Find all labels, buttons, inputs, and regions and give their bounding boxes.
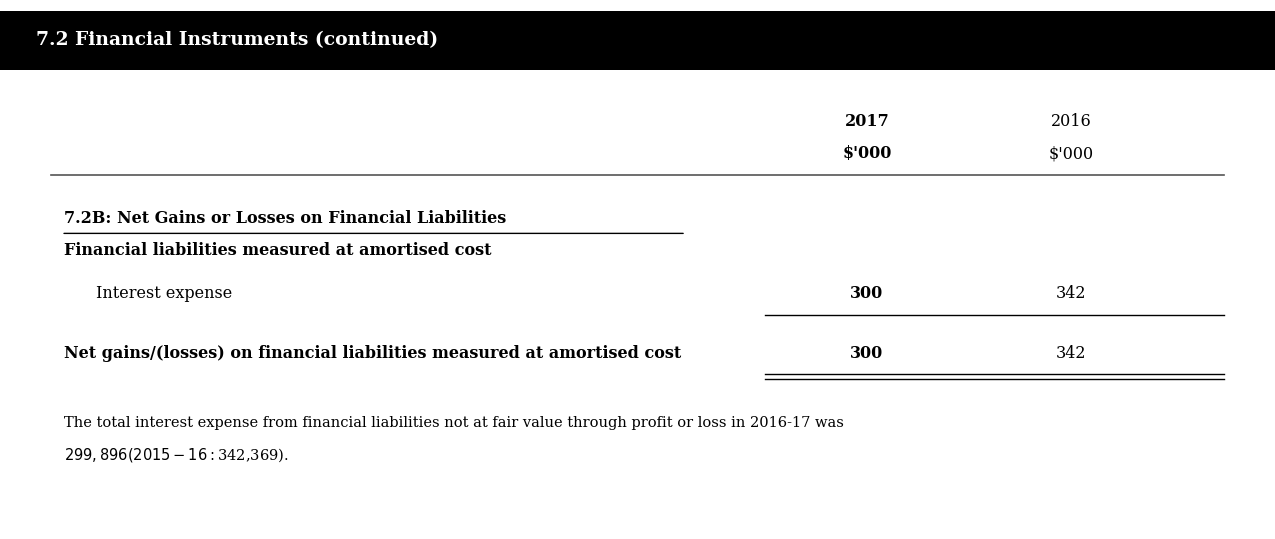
Text: 7.2B: Net Gains or Losses on Financial Liabilities: 7.2B: Net Gains or Losses on Financial L… xyxy=(64,210,506,227)
Text: 300: 300 xyxy=(850,285,884,302)
Text: 342: 342 xyxy=(1056,344,1086,362)
FancyBboxPatch shape xyxy=(0,11,1275,70)
Text: 2017: 2017 xyxy=(844,113,890,130)
Text: $299,896 (2015-16: $342,369).: $299,896 (2015-16: $342,369). xyxy=(64,446,288,465)
Text: $'000: $'000 xyxy=(843,145,891,162)
Text: Net gains/(losses) on financial liabilities measured at amortised cost: Net gains/(losses) on financial liabilit… xyxy=(64,344,681,362)
Text: 2016: 2016 xyxy=(1051,113,1091,130)
Text: Financial liabilities measured at amortised cost: Financial liabilities measured at amorti… xyxy=(64,242,491,259)
Text: $'000: $'000 xyxy=(1048,145,1094,162)
Text: The total interest expense from financial liabilities not at fair value through : The total interest expense from financia… xyxy=(64,416,844,430)
Text: 7.2 Financial Instruments (continued): 7.2 Financial Instruments (continued) xyxy=(36,31,437,50)
Text: 300: 300 xyxy=(850,344,884,362)
Text: 342: 342 xyxy=(1056,285,1086,302)
Text: Interest expense: Interest expense xyxy=(96,285,232,302)
